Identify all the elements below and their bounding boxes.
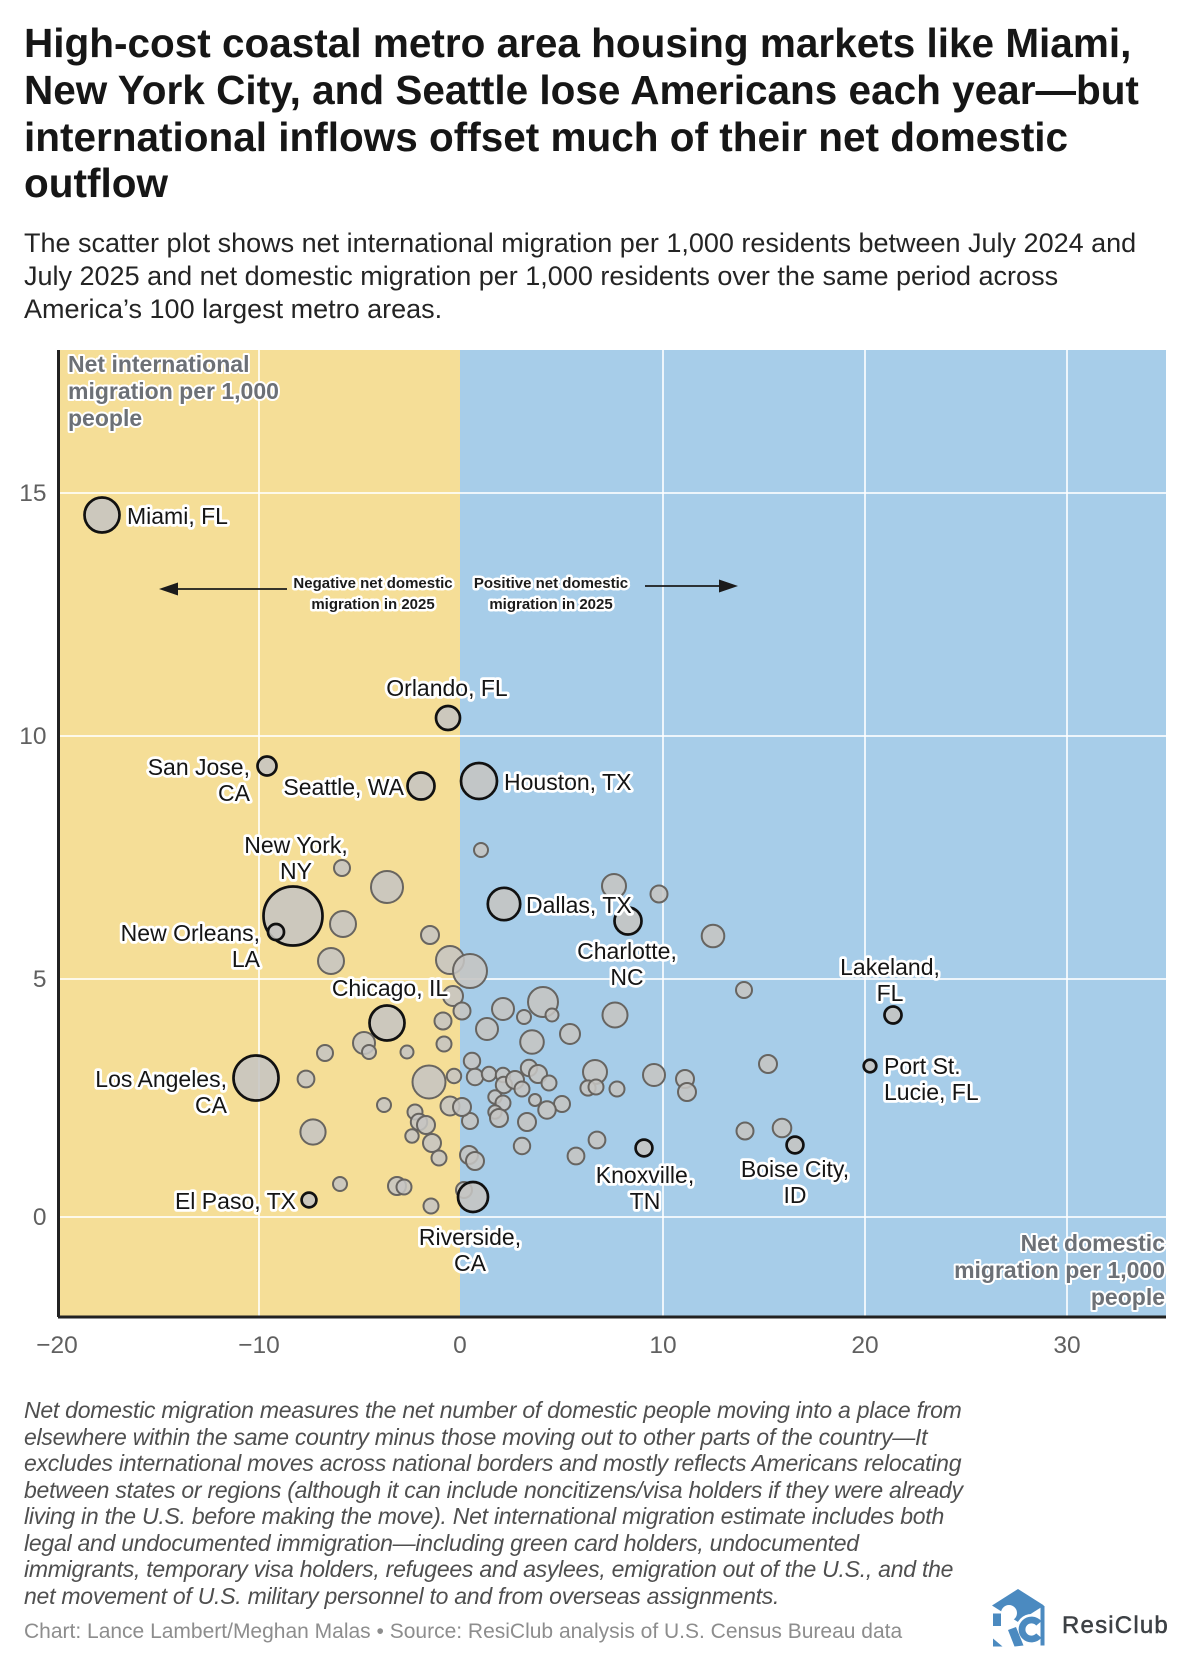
svg-text:Dallas, TX: Dallas, TX (526, 892, 632, 918)
svg-text:0: 0 (33, 1204, 47, 1231)
svg-text:TN: TN (630, 1188, 661, 1214)
svg-text:LA: LA (232, 946, 261, 972)
svg-text:Orlando, FL: Orlando, FL (386, 675, 508, 701)
svg-text:Seattle, WA: Seattle, WA (283, 774, 404, 800)
svg-text:5: 5 (33, 966, 47, 993)
svg-text:30: 30 (1053, 1332, 1080, 1359)
svg-text:Riverside,: Riverside, (419, 1224, 521, 1250)
svg-text:San Jose,: San Jose, (148, 754, 250, 780)
svg-text:Los Angeles,: Los Angeles, (95, 1066, 227, 1092)
svg-text:Lucie, FL: Lucie, FL (884, 1079, 979, 1105)
svg-text:Positive net domestic: Positive net domestic (474, 575, 628, 592)
svg-text:Charlotte,: Charlotte, (577, 938, 677, 964)
svg-text:migration in 2025: migration in 2025 (311, 596, 434, 613)
svg-text:New Orleans,: New Orleans, (121, 920, 260, 946)
svg-text:ResiClub: ResiClub (1062, 1612, 1169, 1639)
svg-text:Houston, TX: Houston, TX (504, 769, 631, 795)
svg-text:Chicago, IL: Chicago, IL (332, 975, 449, 1001)
svg-text:20: 20 (851, 1332, 878, 1359)
svg-text:10: 10 (19, 723, 46, 750)
svg-text:−10: −10 (238, 1332, 280, 1359)
svg-text:FL: FL (877, 980, 904, 1006)
svg-text:10: 10 (649, 1332, 676, 1359)
svg-text:migration in 2025: migration in 2025 (489, 596, 612, 613)
svg-text:New York,: New York, (244, 832, 348, 858)
svg-text:Lakeland,: Lakeland, (840, 954, 940, 980)
svg-text:Net international: Net international (68, 351, 249, 377)
svg-text:migration per 1,000: migration per 1,000 (68, 378, 279, 404)
svg-text:0: 0 (453, 1332, 467, 1359)
svg-text:Knoxville,: Knoxville, (596, 1162, 694, 1188)
svg-text:CA: CA (195, 1092, 228, 1118)
svg-text:people: people (68, 405, 142, 431)
svg-text:Miami, FL: Miami, FL (127, 503, 228, 529)
svg-text:15: 15 (19, 480, 46, 507)
svg-text:migration per 1,000: migration per 1,000 (954, 1257, 1165, 1283)
svg-text:NC: NC (610, 964, 643, 990)
svg-text:ID: ID (784, 1182, 807, 1208)
svg-text:NY: NY (280, 858, 312, 884)
svg-text:−20: −20 (36, 1332, 78, 1359)
svg-text:people: people (1091, 1284, 1165, 1310)
svg-text:Boise City,: Boise City, (741, 1156, 849, 1182)
svg-text:El Paso, TX: El Paso, TX (175, 1188, 296, 1214)
svg-text:Port St.: Port St. (884, 1053, 961, 1079)
svg-text:Negative net domestic: Negative net domestic (293, 575, 452, 592)
svg-text:CA: CA (218, 780, 251, 806)
svg-text:Net domestic: Net domestic (1021, 1230, 1166, 1256)
svg-text:CA: CA (454, 1250, 487, 1276)
